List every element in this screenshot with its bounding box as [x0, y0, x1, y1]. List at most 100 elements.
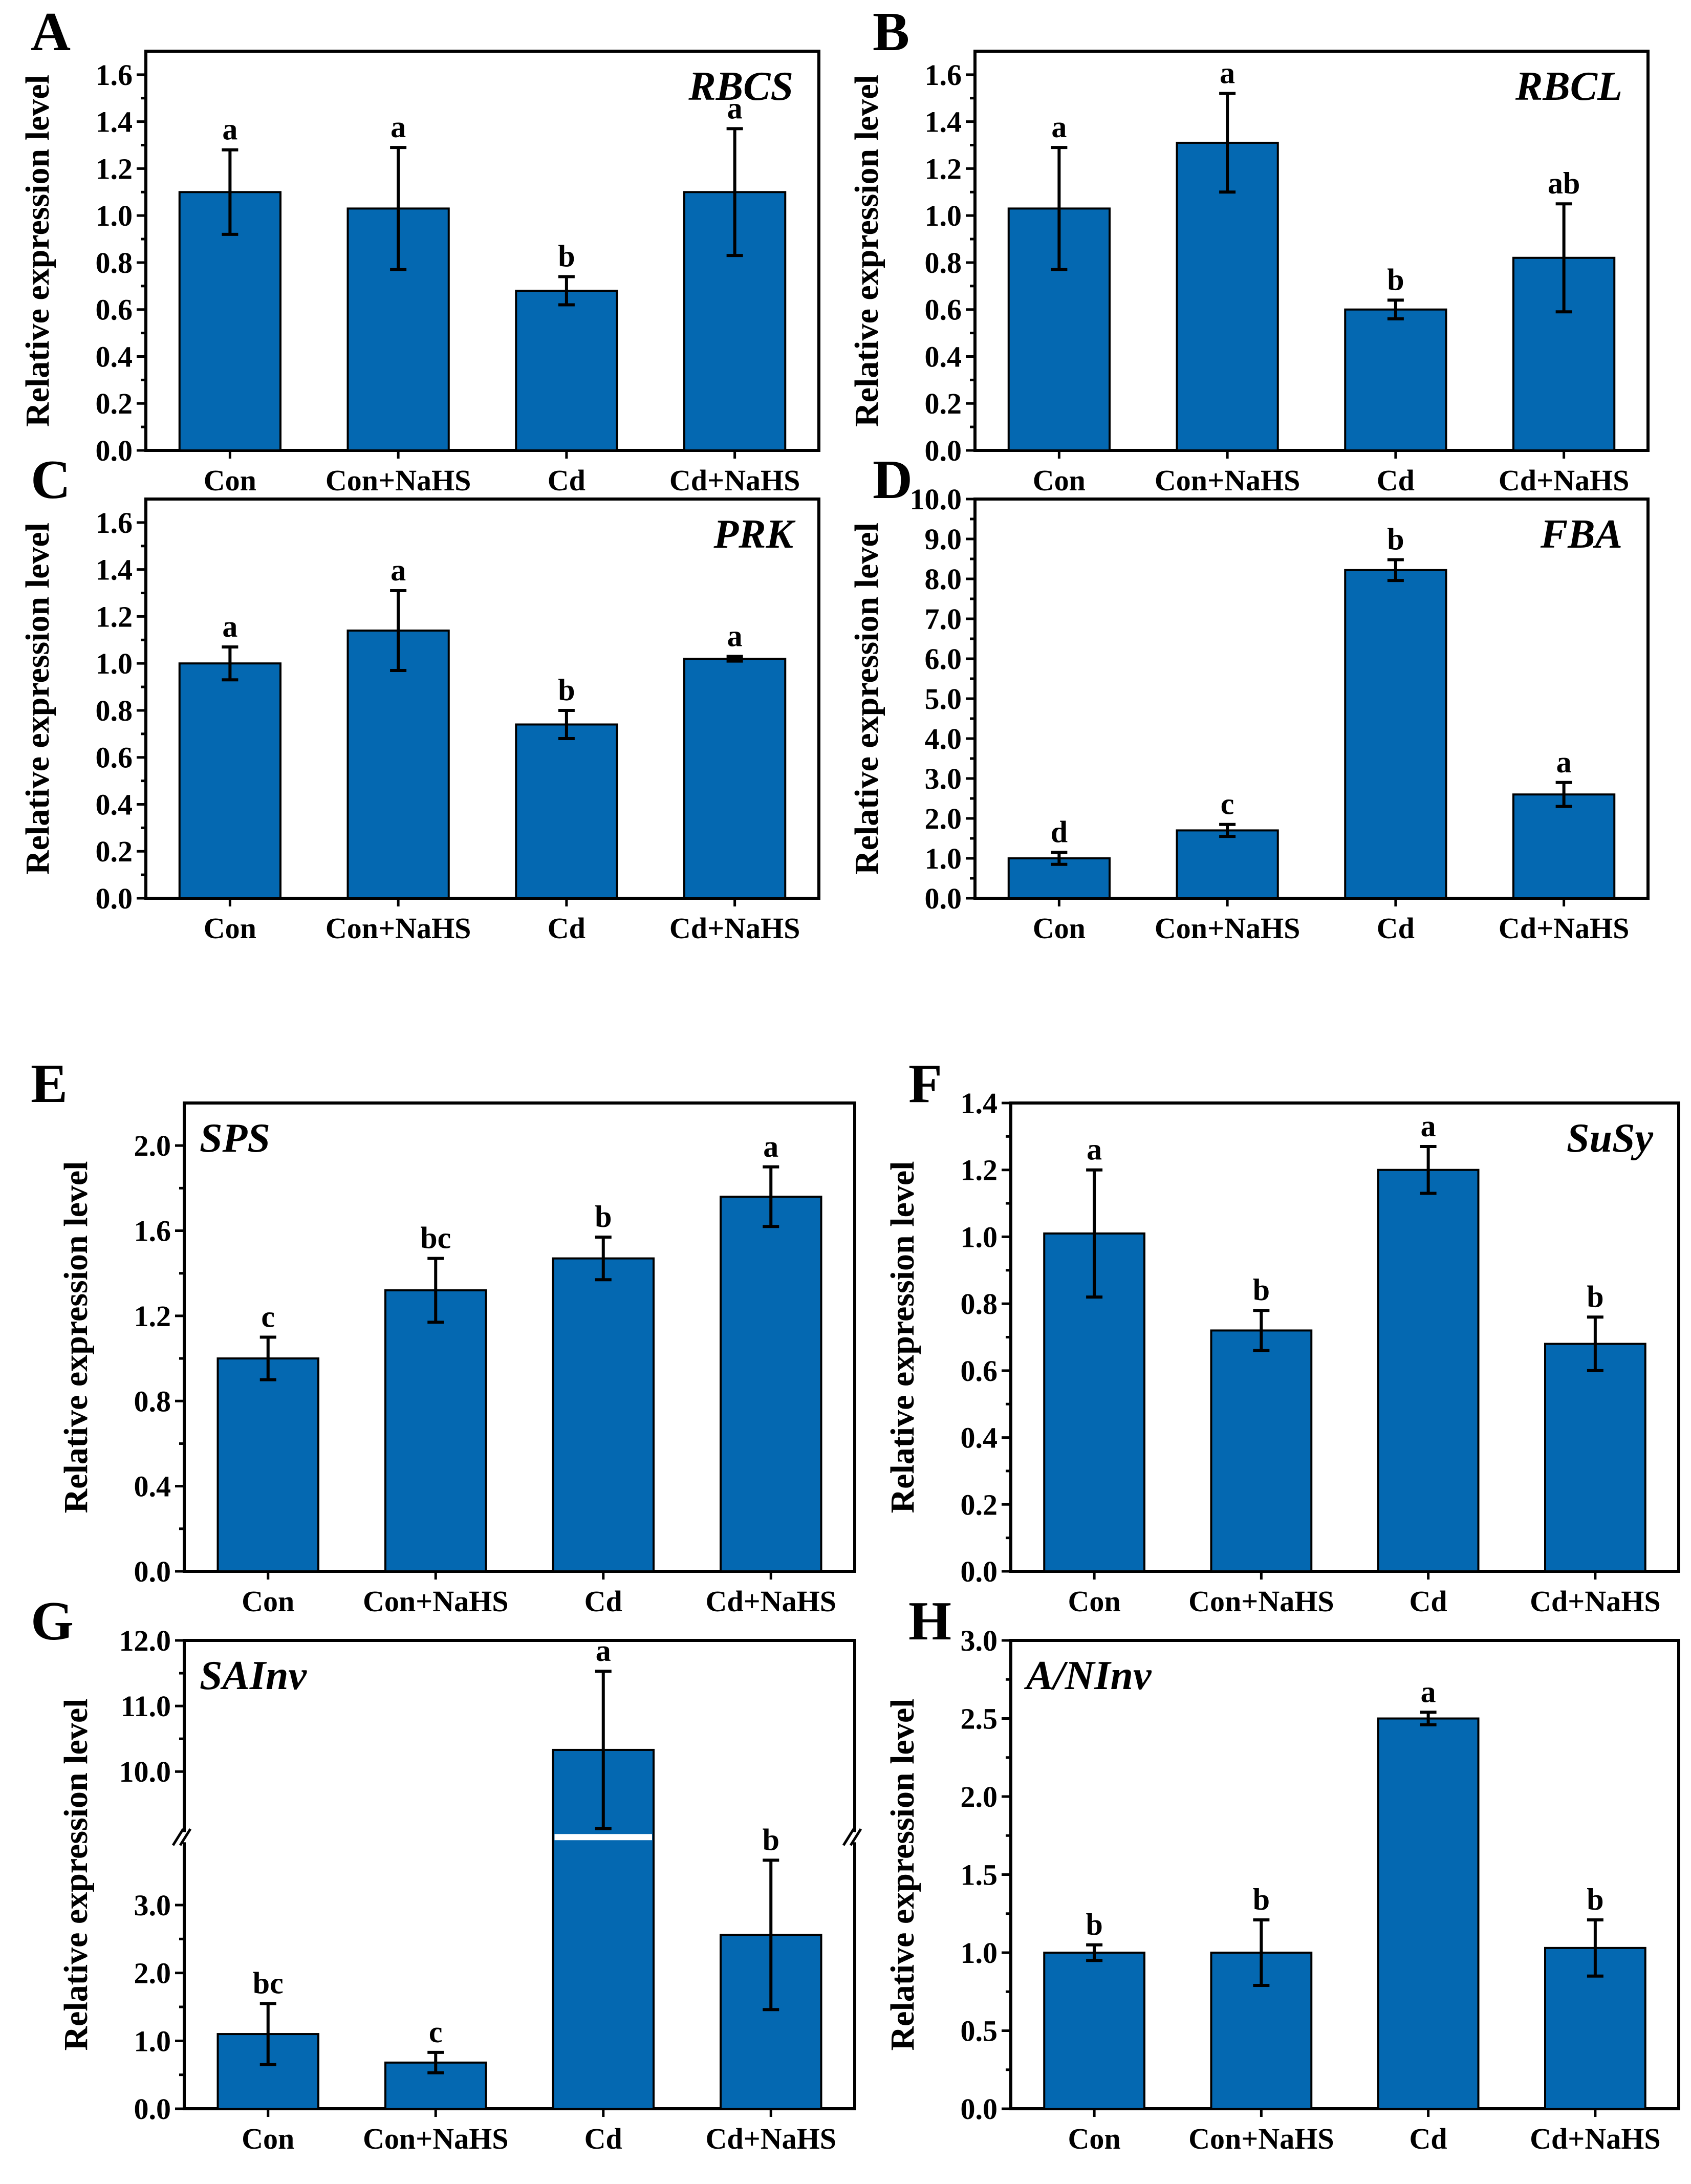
bar-cd	[1344, 569, 1447, 899]
significance-letter: b	[1253, 1883, 1270, 1916]
y-tick-label: 1.2	[961, 1154, 998, 1187]
x-category-label: Con+NaHS	[1155, 912, 1300, 945]
y-tick-label: 1.0	[961, 1936, 998, 1970]
significance-letter: a	[1220, 56, 1235, 90]
x-category-label: Con+NaHS	[326, 912, 471, 945]
bar-con-plus-nahs	[384, 1289, 487, 1572]
panel-letter: F	[908, 1053, 942, 1114]
y-tick-label: 1.0	[134, 2024, 171, 2058]
plot-frame	[144, 50, 820, 452]
y-tick-label: 1.4	[96, 553, 133, 587]
x-category-label: Con	[1068, 2122, 1121, 2155]
y-tick-label: 0.0	[961, 1555, 998, 1588]
significance-letter: b	[1253, 1273, 1270, 1307]
y-tick-label: 1.2	[96, 600, 133, 633]
y-tick-label: 2.5	[961, 1702, 998, 1736]
significance-letter: b	[558, 673, 575, 707]
gene-name: FBA	[1540, 512, 1622, 557]
y-tick-label: 0.2	[961, 1488, 998, 1521]
y-axis-title: Relative expression level	[57, 1699, 95, 2051]
y-tick-label: 3.0	[961, 1624, 998, 1657]
x-category-label: Con+NaHS	[1188, 2122, 1334, 2155]
gene-name: SPS	[200, 1116, 270, 1161]
significance-letter: b	[1587, 1280, 1603, 1313]
panel-f: 0.0 0.2 0.4 0.6 0.8 1.0 1.2 1.4 Relative express…	[884, 1053, 1680, 1618]
axis-break-mark-right	[842, 1828, 855, 1846]
y-tick-label: 1.0	[96, 199, 133, 232]
significance-letter: a	[222, 610, 237, 643]
gene-name: PRK	[713, 512, 795, 557]
y-tick-label: 0.8	[134, 1385, 171, 1418]
bar-con-plus-nahs	[346, 629, 450, 899]
bar-con-plus-nahs	[1176, 141, 1279, 451]
significance-letter: a	[727, 619, 743, 653]
x-category-label: Con+NaHS	[363, 2122, 508, 2155]
panel-letter: H	[908, 1591, 951, 1652]
significance-letter: a	[391, 110, 406, 144]
panel-a: 0.0 0.2 0.4 0.6 0.8 1.0 1.2 1.4 1.6 Relative expr…	[19, 2, 820, 497]
significance-letter: a	[1051, 110, 1067, 144]
y-tick-label: 1.6	[134, 1215, 171, 1248]
significance-letter: b	[1387, 523, 1404, 556]
y-axis-title: Relative expression level	[884, 1161, 921, 1513]
bar-con	[1043, 1952, 1145, 2110]
y-tick-label: 1.0	[961, 1220, 998, 1253]
bar-con	[178, 662, 281, 900]
y-tick-label: 4.0	[925, 722, 962, 755]
bar-cd-plus-nahs	[1512, 793, 1616, 899]
y-axis-title: Relative expression level	[19, 75, 56, 427]
panel-letter: G	[31, 1591, 74, 1652]
y-tick-label: 1.2	[925, 152, 962, 185]
x-category-label: Con	[1033, 912, 1086, 945]
significance-letter: b	[1086, 1908, 1102, 1941]
y-tick-label: 3.0	[925, 762, 962, 795]
y-tick-label: 0.8	[925, 246, 962, 279]
panel-letter: B	[873, 2, 909, 62]
y-tick-label: 1.2	[134, 1300, 171, 1333]
y-tick-label: 0.0	[925, 434, 962, 467]
x-category-label: Cd	[1377, 912, 1415, 945]
x-category-label: Cd+NaHS	[706, 1585, 836, 1618]
x-category-label: Cd+NaHS	[1499, 464, 1629, 497]
y-tick-label: 0.8	[96, 246, 133, 279]
y-tick-label: 0.6	[96, 741, 133, 774]
x-category-label: Cd	[548, 912, 586, 945]
significance-letter: a	[727, 91, 743, 125]
y-tick-label: 12.0	[119, 1624, 171, 1657]
y-tick-label: 9.0	[925, 523, 962, 556]
panel-letter: D	[873, 449, 913, 510]
y-tick-label: 1.6	[925, 58, 962, 92]
y-tick-label: 6.0	[925, 642, 962, 676]
y-tick-label: 7.0	[925, 602, 962, 636]
y-axis-title: Relative expression level	[848, 75, 885, 427]
y-tick-label: 0.4	[96, 340, 133, 373]
y-tick-label: 1.4	[925, 105, 962, 139]
bar-cd	[1377, 1169, 1480, 1573]
significance-letter: ab	[1548, 166, 1580, 200]
y-tick-label: 0.6	[961, 1354, 998, 1388]
panel-d: 0.0 1.0 2.0 3.0 4.0 5.0 6.0 7.0 8.0 9.0 10.0 Relati…	[848, 449, 1650, 945]
y-tick-label: 2.0	[925, 802, 962, 835]
significance-letter: bc	[420, 1221, 451, 1255]
y-axis-title: Relative expression level	[848, 523, 885, 875]
significance-letter: c	[429, 2015, 443, 2049]
y-tick-label: 0.4	[925, 340, 962, 373]
significance-letter: a	[391, 553, 406, 587]
x-category-label: Con+NaHS	[1188, 1585, 1334, 1618]
gene-name: A/NInv	[1024, 1653, 1152, 1698]
gene-name: RBCL	[1515, 64, 1622, 109]
significance-letter: b	[1587, 1883, 1603, 1916]
significance-letter: d	[1051, 815, 1068, 849]
bar-cd	[552, 1257, 655, 1572]
x-category-label: Cd+NaHS	[669, 464, 800, 497]
y-tick-label: 10.0	[119, 1755, 171, 1788]
axis-break-mark	[171, 1828, 185, 1846]
y-tick-label: 0.0	[96, 882, 133, 915]
significance-letter: a	[1421, 1109, 1436, 1143]
bar-cd	[1344, 308, 1447, 451]
y-axis-title: Relative expression level	[57, 1161, 95, 1513]
x-category-label: Con	[242, 1585, 294, 1618]
y-tick-label: 1.2	[96, 152, 133, 185]
bar-cd-plus-nahs	[683, 658, 787, 899]
